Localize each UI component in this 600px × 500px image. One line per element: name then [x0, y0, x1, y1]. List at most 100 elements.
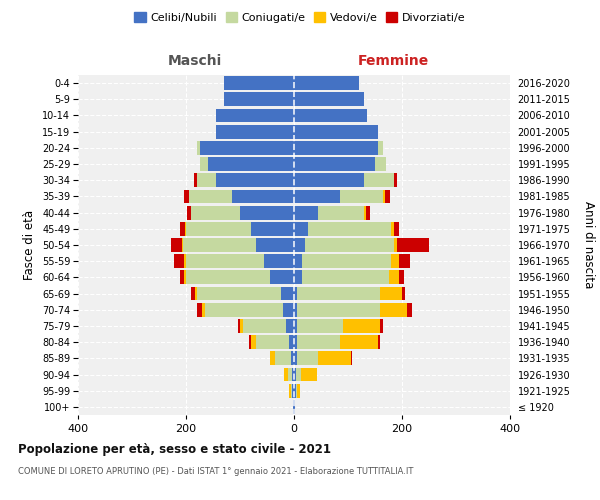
- Bar: [397, 238, 429, 252]
- Bar: [375, 157, 386, 171]
- Bar: [340, 190, 383, 203]
- Bar: [294, 270, 302, 284]
- Bar: [224, 92, 294, 106]
- Bar: [296, 319, 343, 333]
- Bar: [289, 384, 291, 398]
- Bar: [289, 336, 294, 349]
- Bar: [265, 254, 294, 268]
- Bar: [296, 286, 380, 300]
- Bar: [380, 303, 407, 316]
- Bar: [293, 400, 294, 414]
- Bar: [275, 352, 292, 365]
- Bar: [294, 254, 302, 268]
- Bar: [202, 303, 205, 316]
- Bar: [187, 206, 191, 220]
- Bar: [288, 368, 292, 382]
- Bar: [270, 270, 294, 284]
- Bar: [350, 352, 352, 365]
- Bar: [294, 76, 359, 90]
- Bar: [284, 368, 288, 382]
- Bar: [294, 352, 296, 365]
- Bar: [364, 174, 394, 187]
- Bar: [208, 157, 294, 171]
- Bar: [385, 190, 390, 203]
- Bar: [197, 286, 281, 300]
- Bar: [366, 206, 370, 220]
- Text: COMUNE DI LORETO APRUTINO (PE) - Dati ISTAT 1° gennaio 2021 - Elaborazione TUTTI: COMUNE DI LORETO APRUTINO (PE) - Dati IS…: [18, 468, 413, 476]
- Bar: [302, 254, 391, 268]
- Bar: [296, 384, 297, 398]
- Bar: [184, 190, 188, 203]
- Bar: [184, 270, 186, 284]
- Bar: [292, 368, 294, 382]
- Bar: [197, 303, 202, 316]
- Bar: [185, 222, 186, 235]
- Bar: [394, 174, 397, 187]
- Bar: [216, 125, 294, 138]
- Bar: [394, 222, 400, 235]
- Bar: [380, 319, 383, 333]
- Bar: [240, 206, 294, 220]
- Bar: [296, 303, 380, 316]
- Bar: [224, 76, 294, 90]
- Bar: [364, 206, 366, 220]
- Bar: [184, 238, 256, 252]
- Bar: [294, 368, 296, 382]
- Bar: [294, 303, 296, 316]
- Bar: [308, 222, 391, 235]
- Bar: [343, 319, 380, 333]
- Bar: [294, 384, 296, 398]
- Bar: [188, 190, 232, 203]
- Bar: [249, 336, 251, 349]
- Bar: [251, 222, 294, 235]
- Bar: [378, 141, 383, 154]
- Bar: [270, 352, 275, 365]
- Bar: [294, 125, 378, 138]
- Bar: [199, 141, 294, 154]
- Bar: [294, 190, 340, 203]
- Bar: [283, 303, 294, 316]
- Bar: [191, 286, 195, 300]
- Bar: [294, 336, 296, 349]
- Bar: [296, 368, 301, 382]
- Bar: [291, 384, 292, 398]
- Text: Femmine: Femmine: [358, 54, 429, 68]
- Bar: [302, 270, 389, 284]
- Y-axis label: Anni di nascita: Anni di nascita: [581, 202, 595, 288]
- Bar: [286, 319, 294, 333]
- Bar: [294, 108, 367, 122]
- Bar: [319, 352, 351, 365]
- Bar: [232, 190, 294, 203]
- Bar: [292, 352, 294, 365]
- Bar: [400, 270, 404, 284]
- Bar: [186, 222, 251, 235]
- Text: Popolazione per età, sesso e stato civile - 2021: Popolazione per età, sesso e stato civil…: [18, 442, 331, 456]
- Bar: [294, 206, 319, 220]
- Bar: [402, 286, 404, 300]
- Bar: [186, 254, 265, 268]
- Bar: [378, 336, 380, 349]
- Bar: [340, 336, 378, 349]
- Bar: [391, 254, 400, 268]
- Bar: [195, 286, 197, 300]
- Bar: [294, 157, 375, 171]
- Bar: [391, 222, 394, 235]
- Bar: [240, 319, 242, 333]
- Bar: [407, 303, 412, 316]
- Bar: [305, 238, 394, 252]
- Bar: [251, 336, 256, 349]
- Bar: [182, 238, 184, 252]
- Bar: [173, 254, 184, 268]
- Bar: [180, 270, 184, 284]
- Bar: [216, 108, 294, 122]
- Bar: [216, 174, 294, 187]
- Bar: [199, 157, 208, 171]
- Y-axis label: Fasce di età: Fasce di età: [23, 210, 37, 280]
- Bar: [294, 92, 364, 106]
- Text: Maschi: Maschi: [167, 54, 222, 68]
- Bar: [394, 238, 397, 252]
- Bar: [197, 141, 199, 154]
- Bar: [294, 222, 308, 235]
- Bar: [281, 286, 294, 300]
- Bar: [294, 286, 296, 300]
